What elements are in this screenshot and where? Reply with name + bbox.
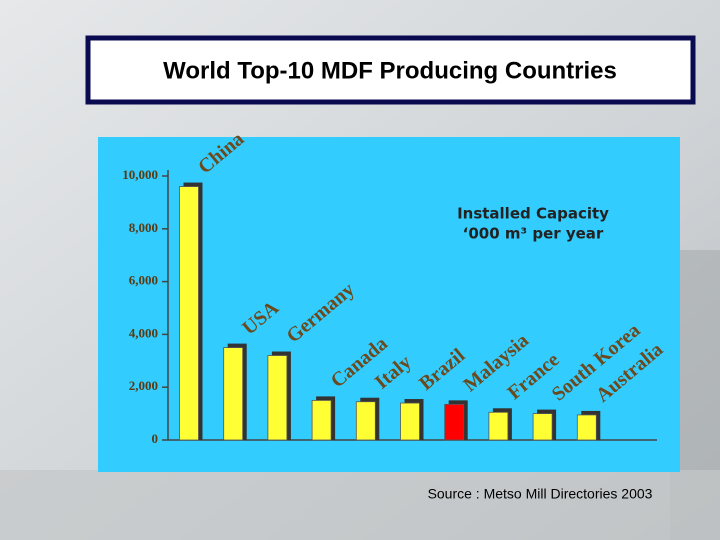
bar: [444, 403, 465, 441]
y-tick-label: 8,000: [129, 220, 158, 235]
bar: [400, 402, 420, 441]
building: [0, 470, 720, 540]
bar: [311, 399, 332, 441]
source-note: Source : Metso Mill Directories 2003: [428, 486, 653, 502]
annotation: ‘000 m³ per year: [463, 225, 604, 243]
bar: [223, 347, 244, 441]
y-tick-label: 0: [152, 431, 159, 446]
title-box: [85, 35, 696, 105]
y-tick-label: 2,000: [129, 378, 158, 393]
y-tick-label: 6,000: [129, 273, 158, 288]
bar: [532, 413, 553, 441]
bar: [488, 411, 509, 441]
chart-title: World Top-10 MDF Producing Countries: [163, 57, 617, 84]
y-tick-label: 10,000: [122, 167, 158, 182]
y-tick-label: 4,000: [129, 325, 158, 340]
bar: [179, 186, 199, 441]
bar: [355, 401, 376, 441]
bar: [267, 355, 288, 441]
bar: [576, 414, 597, 441]
annotation: Installed Capacity: [457, 205, 609, 223]
